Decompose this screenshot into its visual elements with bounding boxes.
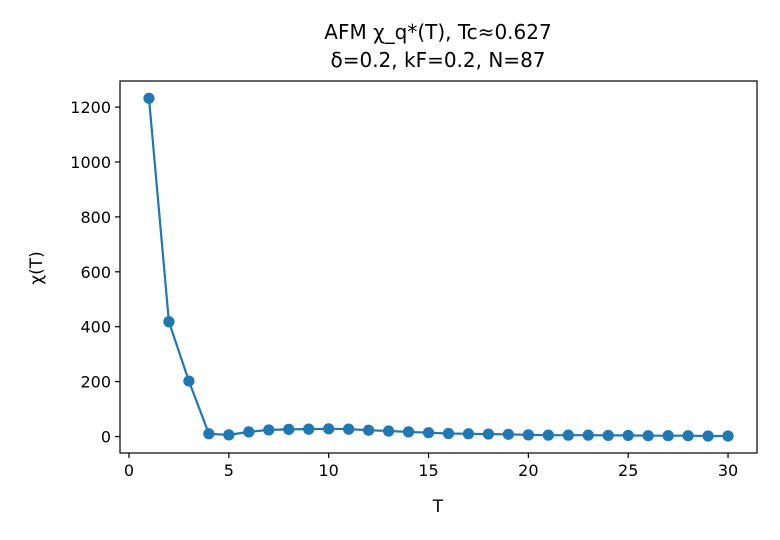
data-point <box>442 427 455 440</box>
data-point <box>223 429 235 441</box>
data-point <box>682 430 694 442</box>
data-point <box>422 427 435 439</box>
data-point <box>562 429 574 441</box>
data-point <box>662 430 674 442</box>
data-point <box>303 423 315 435</box>
data-point <box>343 423 355 435</box>
plot-area: 0 5 10 15 20 25 30 0 200 400 600 800 1000 1200 <box>70 80 758 480</box>
data-point <box>382 425 395 437</box>
data-point <box>143 92 155 104</box>
data-point <box>462 428 475 440</box>
chart-title: AFM χ_q*(T), Tc≈0.627 <box>324 20 551 44</box>
y-tick-label: 1200 <box>70 98 111 117</box>
x-tick-label: 30 <box>718 461 738 480</box>
data-point <box>482 428 495 440</box>
data-point <box>642 430 654 442</box>
data-point <box>203 428 215 440</box>
chart-subtitle: δ=0.2, kF=0.2, N=87 <box>330 48 545 72</box>
axes-frame <box>119 80 758 454</box>
y-tick-label: 0 <box>101 428 111 447</box>
x-tick-label: 15 <box>418 461 438 480</box>
data-point <box>402 426 415 438</box>
y-tick-label: 200 <box>80 373 111 392</box>
data-point <box>542 429 554 441</box>
data-point <box>722 430 734 442</box>
data-point <box>363 424 375 436</box>
y-tick-label: 400 <box>80 318 111 337</box>
data-point <box>622 429 634 442</box>
data-point <box>163 316 175 328</box>
x-tick-label: 5 <box>224 461 234 480</box>
x-tick-label: 0 <box>124 461 134 480</box>
data-point <box>243 426 255 438</box>
data-point <box>522 429 534 441</box>
data-point <box>323 423 335 435</box>
data-point <box>183 375 195 387</box>
x-tick-label: 20 <box>518 461 538 480</box>
data-point <box>263 424 275 436</box>
data-point <box>283 423 295 435</box>
x-axis-label: T <box>432 497 444 517</box>
data-point <box>602 429 614 442</box>
data-point <box>582 429 594 441</box>
data-point <box>502 428 514 440</box>
x-tick-label: 25 <box>618 461 638 480</box>
y-tick-label: 800 <box>80 208 111 227</box>
y-axis-label: χ(T) <box>27 251 47 284</box>
y-tick-label: 1000 <box>70 153 111 172</box>
data-point <box>702 430 714 442</box>
x-tick-label: 10 <box>318 461 338 480</box>
y-tick-label: 600 <box>80 263 111 282</box>
